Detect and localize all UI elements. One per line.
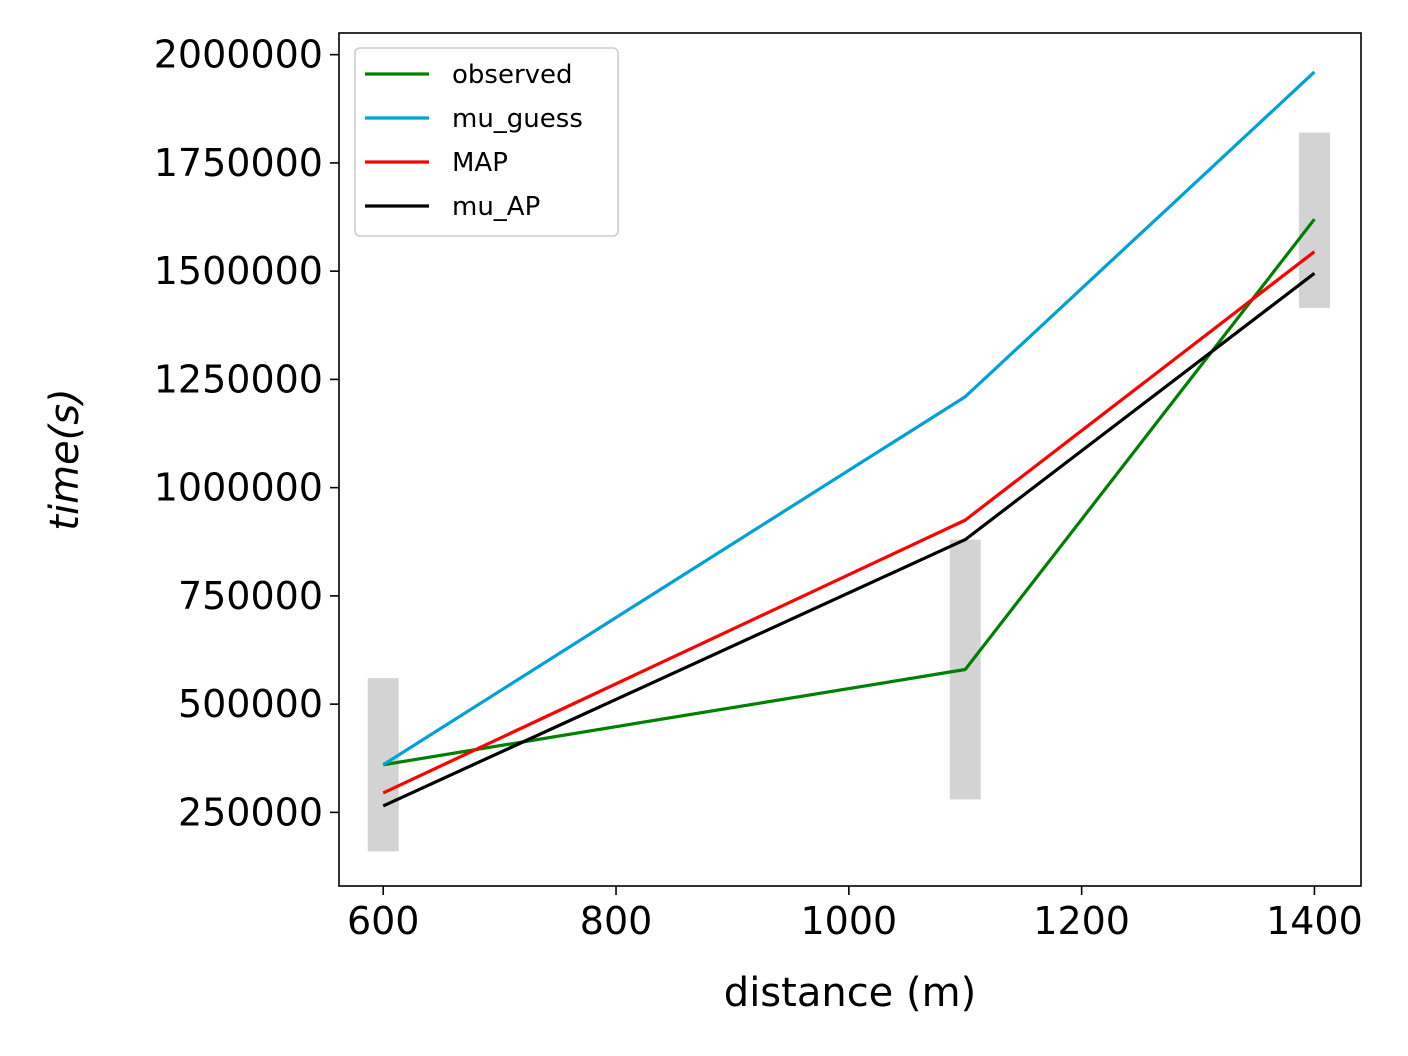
series-lines xyxy=(382,70,1316,808)
series-line-mu-ap xyxy=(382,272,1316,808)
y-tick-label: 500000 xyxy=(178,682,323,726)
legend-label: observed xyxy=(452,60,573,90)
legend-label: mu_guess xyxy=(452,104,583,134)
x-tick-label: 800 xyxy=(580,899,653,943)
series-line-mu-guess xyxy=(382,70,1316,767)
y-tick-label: 1500000 xyxy=(154,249,323,293)
legend-box xyxy=(354,47,619,237)
series-line-map xyxy=(382,250,1316,795)
legend: observed mu_guess MAP mu_AP xyxy=(354,47,619,237)
y-axis-title: time(s) xyxy=(42,388,88,530)
legend-label: MAP xyxy=(452,148,508,178)
x-axis-ticks: 600 800 1000 1200 1400 xyxy=(347,886,1363,943)
x-axis-title: distance (m) xyxy=(724,970,976,1016)
plot-area-frame xyxy=(338,32,1362,887)
x-tick-label: 600 xyxy=(347,899,420,943)
y-tick-label: 750000 xyxy=(178,574,323,618)
series-line-observed xyxy=(382,218,1316,767)
y-tick-label: 2000000 xyxy=(154,33,323,77)
y-tick-label: 1250000 xyxy=(154,357,323,401)
x-tick-label: 1000 xyxy=(800,899,897,943)
x-tick-label: 1200 xyxy=(1033,899,1130,943)
y-tick-label: 1750000 xyxy=(154,141,323,185)
y-tick-label: 1000000 xyxy=(154,466,323,510)
y-axis-ticks: 250000 500000 750000 1000000 1250000 1500000 1… xyxy=(154,33,339,834)
x-tick-label: 1400 xyxy=(1266,899,1363,943)
y-tick-label: 250000 xyxy=(178,790,323,834)
legend-label: mu_AP xyxy=(452,192,540,222)
